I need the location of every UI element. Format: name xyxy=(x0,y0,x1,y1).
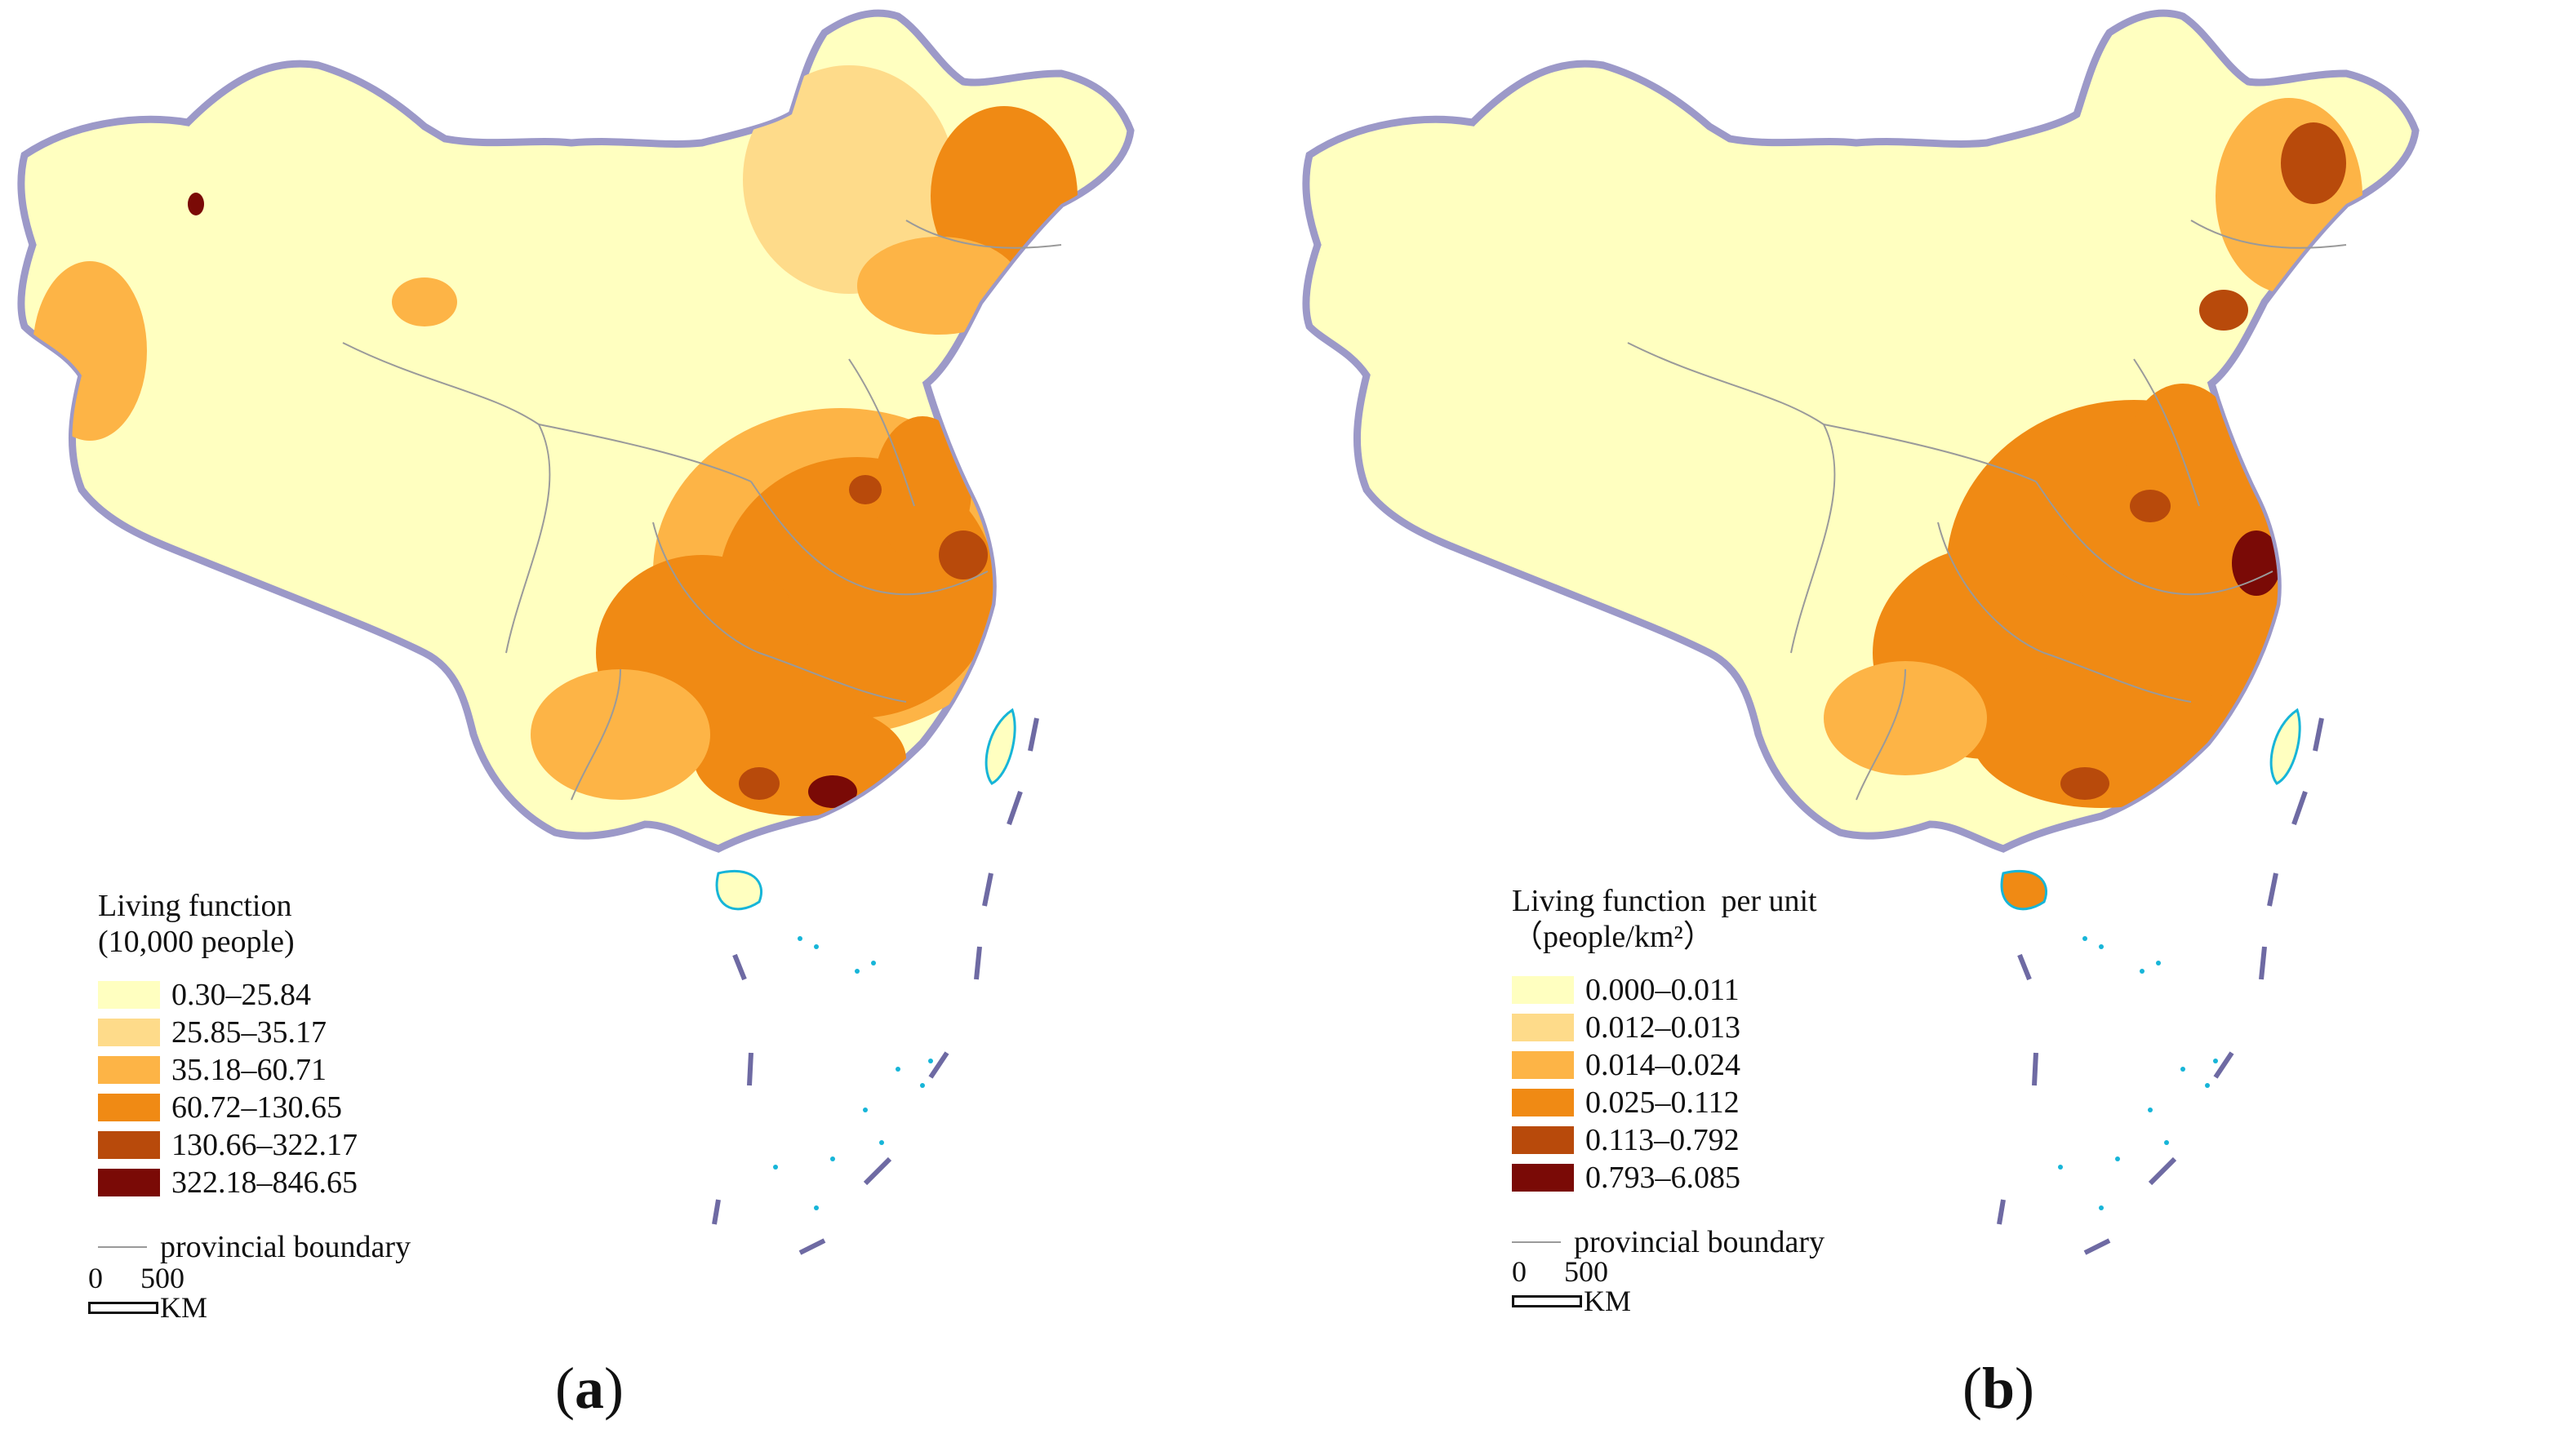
south-china-sea-dashes-b xyxy=(1997,717,2324,1255)
legend-class-label: 35.18–60.71 xyxy=(171,1053,327,1087)
provincial-boundaries-a xyxy=(342,220,1062,801)
legend-swatch xyxy=(1512,1126,1574,1154)
legend-swatch xyxy=(1512,1014,1574,1041)
legend-swatch xyxy=(98,1169,160,1196)
scale-zero: 0 xyxy=(1512,1255,1527,1288)
legend-title: Living function (10,000 people) xyxy=(98,889,295,959)
scale-bar-graphic xyxy=(1512,1294,1582,1307)
panel-letter: b xyxy=(1981,1356,2016,1421)
legend-class: 0.012–0.013 xyxy=(1512,1009,1825,1046)
legend-class: 322.18–846.65 xyxy=(98,1164,411,1201)
map-panel-b: Living function per unit （people/km²） 0.… xyxy=(1285,0,2569,1456)
provincial-boundaries-b xyxy=(1627,220,2347,801)
legend-class-label: 0.012–0.013 xyxy=(1585,1010,1740,1045)
china-map-a xyxy=(17,9,1135,1255)
legend-swatch xyxy=(98,1094,160,1121)
choropleth-regions-a xyxy=(33,65,1078,816)
legend-class-label: 0.000–0.011 xyxy=(1585,973,1740,1007)
legend-swatch xyxy=(1512,1089,1574,1116)
legend-class-label: 0.025–0.112 xyxy=(1585,1085,1740,1120)
scale-bar-a: 0 500 KM xyxy=(88,1263,207,1322)
hainan-island xyxy=(2000,869,2047,911)
legend-class-label: 0.793–6.085 xyxy=(1585,1161,1740,1195)
taiwan-island xyxy=(984,708,1016,785)
scale-unit: KM xyxy=(160,1291,208,1324)
legend-class-label: 130.66–322.17 xyxy=(171,1128,358,1162)
legend-class-label: 25.85–35.17 xyxy=(171,1015,327,1050)
legend-class: 0.113–0.792 xyxy=(1512,1121,1825,1159)
legend-class-label: 322.18–846.65 xyxy=(171,1165,358,1200)
legend-class-label: 60.72–130.65 xyxy=(171,1090,342,1125)
china-map-b xyxy=(1302,9,2420,1255)
south-china-sea-dashes-a xyxy=(712,717,1039,1255)
panel-letter: a xyxy=(574,1356,604,1421)
legend-class: 0.793–6.085 xyxy=(1512,1159,1825,1196)
boundary-line-swatch xyxy=(1512,1241,1561,1243)
legend-class: 0.025–0.112 xyxy=(1512,1084,1825,1121)
boundary-label: provincial boundary xyxy=(1574,1225,1825,1259)
scale-bar-b: 0 500 KM xyxy=(1512,1257,1631,1316)
legend-class: 0.30–25.84 xyxy=(98,976,411,1014)
hainan-island xyxy=(715,869,762,911)
legend-swatch xyxy=(98,981,160,1009)
legend-swatch xyxy=(98,1131,160,1159)
legend-b: Living function per unit （people/km²） 0.… xyxy=(1512,883,1825,1260)
legend-swatch xyxy=(1512,1164,1574,1192)
legend-class: 25.85–35.17 xyxy=(98,1014,411,1051)
legend-class: 130.66–322.17 xyxy=(98,1126,411,1164)
legend-swatch xyxy=(1512,1051,1574,1079)
legend-boundary-entry: provincial boundary xyxy=(1512,1224,1825,1260)
legend-swatch xyxy=(98,1019,160,1046)
legend-class: 0.000–0.011 xyxy=(1512,971,1825,1009)
panel-label-b: (b) xyxy=(1962,1356,2035,1421)
panel-label-a: (a) xyxy=(555,1356,624,1421)
scale-zero: 0 xyxy=(88,1262,103,1294)
legend-swatch xyxy=(98,1056,160,1084)
legend-class-label: 0.30–25.84 xyxy=(171,978,311,1012)
legend-class: 35.18–60.71 xyxy=(98,1051,411,1089)
scale-distance: 500 xyxy=(140,1262,184,1294)
legend-class: 0.014–0.024 xyxy=(1512,1046,1825,1084)
south-china-sea-islands-a xyxy=(773,936,933,1210)
south-china-sea-islands-b xyxy=(2058,936,2218,1210)
taiwan-island xyxy=(2269,708,2301,785)
legend-swatch xyxy=(1512,976,1574,1004)
legend-classes: 0.30–25.84 25.85–35.17 35.18–60.71 60.72… xyxy=(98,976,411,1201)
boundary-line-swatch xyxy=(98,1246,147,1248)
legend-classes: 0.000–0.011 0.012–0.013 0.014–0.024 0.02… xyxy=(1512,971,1825,1196)
boundary-label: provincial boundary xyxy=(160,1230,411,1264)
legend-title: Living function per unit （people/km²） xyxy=(1512,884,1817,954)
legend-a: Living function (10,000 people) 0.30–25.… xyxy=(98,888,411,1265)
scale-bar-graphic xyxy=(88,1301,158,1314)
legend-class: 60.72–130.65 xyxy=(98,1089,411,1126)
scale-distance: 500 xyxy=(1564,1255,1608,1288)
legend-class-label: 0.113–0.792 xyxy=(1585,1123,1740,1157)
map-panel-a: Living function (10,000 people) 0.30–25.… xyxy=(0,0,1284,1456)
legend-boundary-entry: provincial boundary xyxy=(98,1229,411,1265)
scale-unit: KM xyxy=(1584,1285,1632,1317)
legend-class-label: 0.014–0.024 xyxy=(1585,1048,1740,1082)
